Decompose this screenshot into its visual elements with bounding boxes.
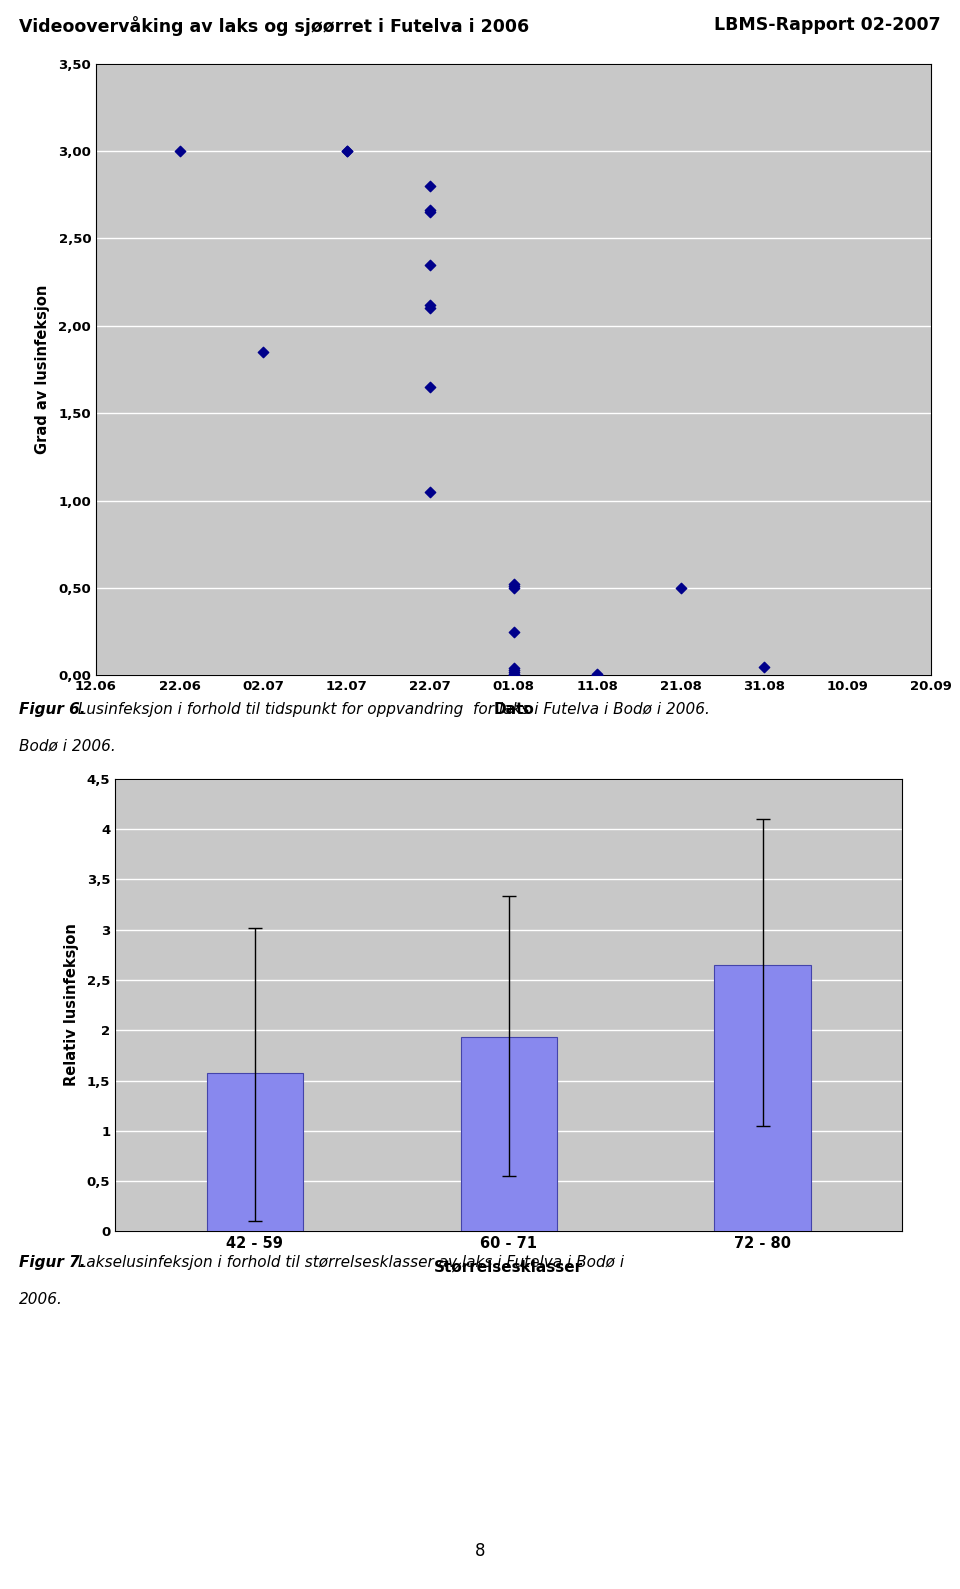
Bar bbox=[206, 1074, 303, 1231]
Point bbox=[589, 663, 605, 688]
Point bbox=[422, 197, 438, 222]
Text: Lakselusinfeksjon i forhold til størrelsesklasser av laks i Futelva i Bodø i: Lakselusinfeksjon i forhold til størrels… bbox=[73, 1255, 624, 1270]
Point bbox=[506, 658, 521, 683]
Point bbox=[506, 663, 521, 688]
Text: 2006.: 2006. bbox=[19, 1292, 63, 1306]
Text: LBMS-Rapport 02-2007: LBMS-Rapport 02-2007 bbox=[714, 16, 941, 33]
Bar bbox=[461, 1038, 557, 1231]
Point bbox=[756, 655, 772, 680]
Point bbox=[339, 138, 354, 164]
Point bbox=[506, 659, 521, 685]
Point bbox=[422, 373, 438, 399]
Point bbox=[422, 251, 438, 276]
Text: Figur 6.: Figur 6. bbox=[19, 702, 85, 717]
Y-axis label: Relativ lusinfeksjon: Relativ lusinfeksjon bbox=[63, 923, 79, 1087]
Point bbox=[506, 661, 521, 686]
Bar bbox=[714, 965, 811, 1231]
Point bbox=[422, 292, 438, 318]
Point bbox=[339, 138, 354, 164]
Text: Videoovervåking av laks og sjøørret i Futelva i 2006: Videoovervåking av laks og sjøørret i Fu… bbox=[19, 16, 529, 37]
Point bbox=[673, 575, 688, 601]
Point bbox=[422, 199, 438, 224]
Text: Bodø i 2006.: Bodø i 2006. bbox=[19, 739, 116, 753]
Point bbox=[589, 661, 605, 686]
Point bbox=[589, 663, 605, 688]
Point bbox=[506, 572, 521, 597]
Point bbox=[422, 296, 438, 321]
Y-axis label: Grad av lusinfeksjon: Grad av lusinfeksjon bbox=[35, 284, 50, 454]
Point bbox=[506, 574, 521, 599]
Point bbox=[506, 618, 521, 645]
Point bbox=[172, 138, 187, 164]
Point bbox=[506, 656, 521, 682]
X-axis label: Størrelsesklasser: Størrelsesklasser bbox=[434, 1260, 584, 1274]
Point bbox=[506, 575, 521, 601]
Point bbox=[422, 478, 438, 504]
Text: 8: 8 bbox=[475, 1543, 485, 1560]
Text: Lusinfeksjon i forhold til tidspunkt for oppvandring  for laks i Futelva i Bodø : Lusinfeksjon i forhold til tidspunkt for… bbox=[73, 702, 709, 717]
Point bbox=[255, 340, 271, 365]
Point bbox=[422, 173, 438, 199]
Text: Figur 7.: Figur 7. bbox=[19, 1255, 85, 1270]
X-axis label: Dato: Dato bbox=[493, 701, 534, 717]
